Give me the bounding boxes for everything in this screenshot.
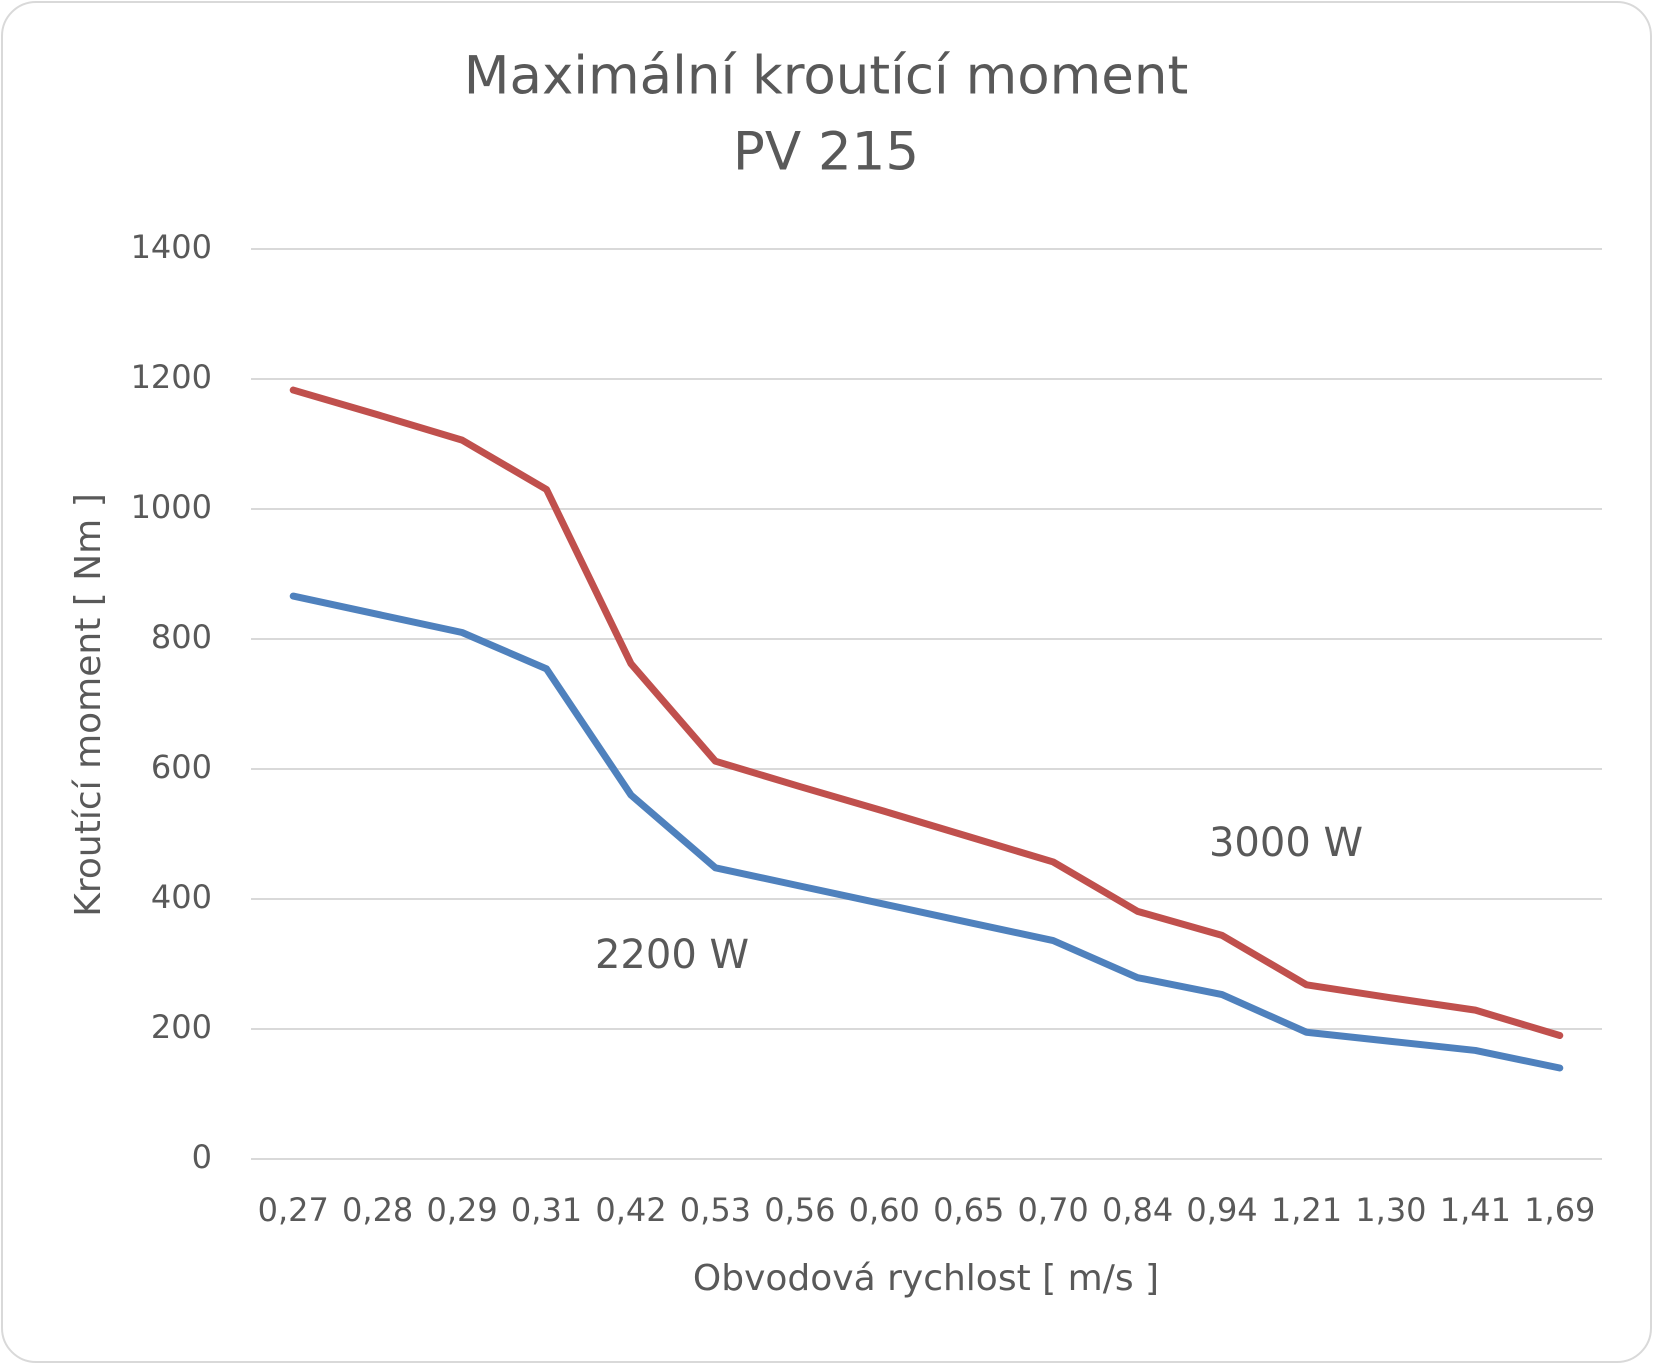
x-tick-label: 1,21 — [1271, 1191, 1342, 1229]
x-tick-label: 0,70 — [1018, 1191, 1089, 1229]
x-tick-label: 0,56 — [764, 1191, 835, 1229]
x-tick-label: 0,53 — [680, 1191, 751, 1229]
x-tick-label: 0,27 — [258, 1191, 329, 1229]
y-tick-label: 600 — [151, 748, 212, 786]
x-axis-label: Obvodová rychlost [ m/s ] — [693, 1258, 1159, 1299]
y-tick-label: 1000 — [131, 488, 212, 526]
chart-subtitle: PV 215 — [733, 122, 919, 183]
x-tick-label: 0,94 — [1186, 1191, 1257, 1229]
x-tick-label: 0,84 — [1102, 1191, 1173, 1229]
y-tick-label: 800 — [151, 618, 212, 656]
x-tick-label: 1,30 — [1355, 1191, 1426, 1229]
series-label: 2200 W — [595, 932, 749, 978]
line-series — [289, 386, 1564, 1039]
x-tick-label: 0,42 — [595, 1191, 666, 1229]
y-tick-label: 200 — [151, 1008, 212, 1046]
y-tick-label: 400 — [151, 878, 212, 916]
x-tick-label: 0,60 — [849, 1191, 920, 1229]
x-tick-label: 1,69 — [1524, 1191, 1595, 1229]
y-tick-label: 1400 — [131, 228, 212, 266]
x-tick-label: 0,65 — [933, 1191, 1004, 1229]
x-tick-label: 0,31 — [511, 1191, 582, 1229]
series-label: 3000 W — [1209, 820, 1363, 866]
y-tick-label: 0 — [192, 1138, 212, 1176]
chart-title: Maximální kroutící moment — [464, 46, 1189, 107]
x-tick-label: 0,28 — [342, 1191, 413, 1229]
x-tick-label: 1,41 — [1440, 1191, 1511, 1229]
line-series — [289, 592, 1564, 1072]
x-tick-label: 0,29 — [426, 1191, 497, 1229]
y-tick-label: 1200 — [131, 358, 212, 396]
y-axis-label: Kroutící moment [ Nm ] — [68, 493, 109, 916]
